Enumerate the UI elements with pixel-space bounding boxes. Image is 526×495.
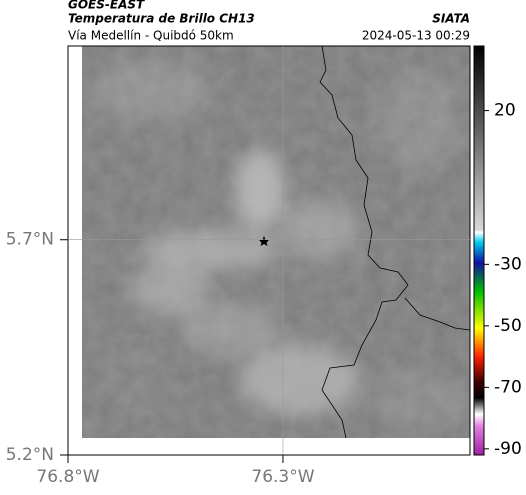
colorbar-tick-label: -70 [494, 377, 522, 397]
title: Temperatura de Brillo CH13 [68, 12, 255, 26]
satellite-image [82, 46, 470, 438]
lon-tick-label: 76.8°W [36, 467, 99, 487]
source: GOES-EAST [68, 0, 145, 12]
datetime: 2024-05-13 00:29 [362, 29, 470, 43]
colorbar-tick-label: -30 [494, 254, 522, 274]
colorbar-tick-label: 20 [494, 101, 516, 121]
lon-tick-label: 76.3°W [251, 467, 314, 487]
lat-tick-label: 5.2°N [6, 445, 54, 465]
map-frame [67, 45, 471, 456]
colorbar-tick-label: -50 [494, 316, 522, 336]
organization: SIATA [432, 12, 470, 26]
subtitle: Vía Medellín - Quibdó 50km [68, 29, 234, 43]
colorbar [473, 45, 485, 456]
lat-tick-label: 5.7°N [6, 230, 54, 250]
colorbar-tick-label: -90 [494, 439, 522, 459]
